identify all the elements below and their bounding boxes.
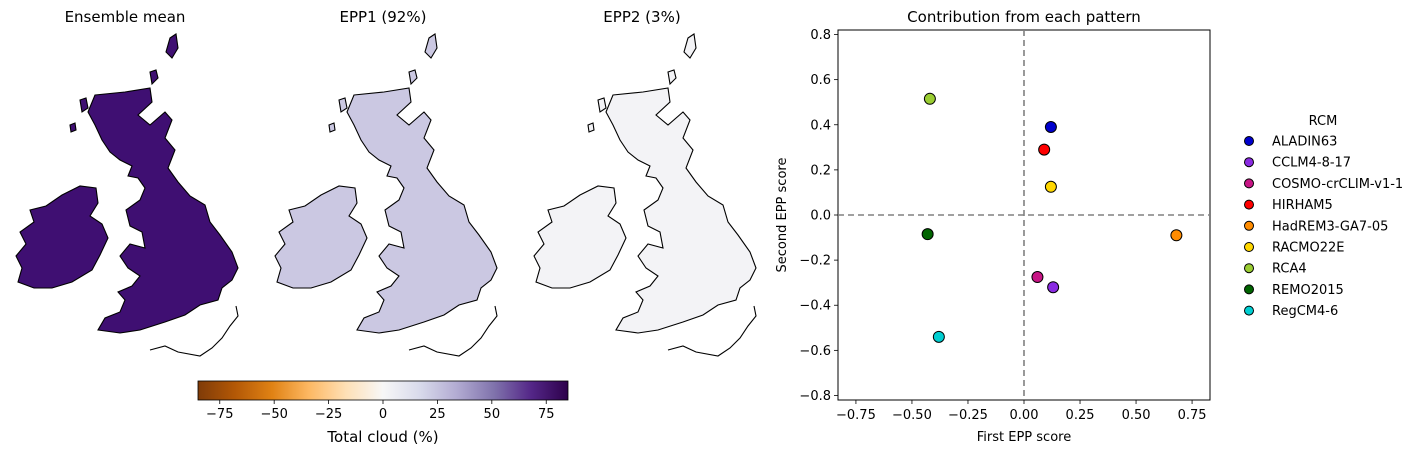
y-tick-label: 0.8 — [810, 28, 831, 43]
colorbar: −75 −50 −25 0 25 50 75 Total cloud (%) — [197, 380, 569, 446]
y-tick-label: 0.4 — [810, 118, 831, 133]
legend-label-hirham5: HIRHAM5 — [1272, 198, 1333, 213]
y-tick-label: −0.8 — [799, 389, 831, 404]
map-panel-ensemble-mean: Ensemble mean — [15, 8, 239, 357]
legend-marker-cosmo-crclim-v1-1 — [1244, 178, 1254, 189]
x-tick-label: 0.25 — [1066, 408, 1095, 423]
scatter-points — [921, 92, 1183, 343]
x-tick-label: −0.50 — [892, 408, 932, 423]
point-cclm4-8-17 — [1047, 281, 1060, 294]
legend-marker-remo2015 — [1244, 284, 1254, 295]
y-tick-label: −0.6 — [799, 344, 831, 359]
point-regcm4-6 — [932, 330, 945, 343]
legend-label-cosmo-crclim-v1-1: COSMO-crCLIM-v1-1 — [1272, 177, 1403, 192]
map-panel-epp2: EPP2 (3%) — [533, 8, 757, 357]
x-axis-ticks: −0.75 −0.50 −0.25 0.00 0.25 0.50 0.75 — [836, 400, 1207, 423]
colorbar-tick-label: −75 — [206, 407, 233, 422]
legend-label-racmo22e: RACMO22E — [1272, 241, 1344, 256]
y-tick-label: −0.4 — [799, 299, 831, 314]
uk-map-epp2 — [533, 33, 757, 357]
legend-label-aladin63: ALADIN63 — [1272, 135, 1337, 150]
colorbar-tick-label: 75 — [538, 407, 555, 422]
y-tick-label: 0.0 — [810, 209, 831, 224]
legend-marker-regcm4-6 — [1244, 305, 1254, 316]
point-cosmo-crclim-v1-1 — [1031, 271, 1044, 284]
chart-title: Contribution from each pattern — [907, 8, 1141, 26]
point-racmo22e — [1044, 180, 1057, 193]
map-title-ensemble-mean: Ensemble mean — [65, 8, 186, 26]
legend-marker-hadrem3-ga7-05 — [1244, 220, 1254, 231]
x-tick-label: −0.25 — [948, 408, 988, 423]
y-tick-label: 0.6 — [810, 73, 831, 88]
point-aladin63 — [1044, 121, 1057, 134]
legend-marker-cclm4-8-17 — [1244, 157, 1254, 168]
legend-marker-hirham5 — [1244, 199, 1254, 210]
y-axis-label: Second EPP score — [775, 158, 790, 273]
colorbar-label: Total cloud (%) — [326, 428, 438, 446]
legend: RCM ALADIN63 CCLM4-8-17 COSMO-crCLIM-v1-1 H… — [1244, 114, 1403, 319]
legend-label-rca4: RCA4 — [1272, 262, 1307, 277]
point-hadrem3-ga7-05 — [1170, 229, 1183, 242]
x-tick-label: −0.75 — [836, 408, 876, 423]
legend-title: RCM — [1309, 114, 1338, 129]
y-tick-label: 0.2 — [810, 163, 831, 178]
point-remo2015 — [921, 228, 934, 241]
map-panel-epp1: EPP1 (92%) — [274, 8, 498, 357]
legend-marker-racmo22e — [1244, 242, 1254, 252]
colorbar-tick-label: 0 — [379, 407, 387, 422]
legend-marker-aladin63 — [1244, 136, 1254, 146]
scatter-chart: Contribution from each pattern −0.75 −0.5… — [775, 8, 1211, 445]
y-tick-label: −0.2 — [799, 254, 831, 269]
colorbar-ticks: −75 −50 −25 0 25 50 75 — [206, 400, 555, 422]
colorbar-tick-label: −50 — [260, 407, 287, 422]
y-axis-ticks: −0.8 −0.6 −0.4 −0.2 0.0 0.2 0.4 0.6 0.8 — [799, 28, 838, 404]
uk-map-ensemble-mean — [15, 33, 239, 357]
uk-map-epp1 — [274, 33, 498, 357]
legend-label-remo2015: REMO2015 — [1272, 283, 1344, 298]
x-tick-label: 0.50 — [1122, 408, 1151, 423]
colorbar-tick-label: 50 — [484, 407, 501, 422]
point-hirham5 — [1038, 143, 1051, 156]
colorbar-tick-label: 25 — [429, 407, 446, 422]
colorbar-tick-label: −25 — [315, 407, 342, 422]
x-axis-label: First EPP score — [977, 430, 1071, 445]
point-rca4 — [923, 92, 936, 105]
legend-label-hadrem3-ga7-05: HadREM3-GA7-05 — [1272, 219, 1388, 234]
legend-label-cclm4-8-17: CCLM4-8-17 — [1272, 156, 1351, 171]
map-title-epp1: EPP1 (92%) — [340, 8, 427, 26]
x-tick-label: 0.00 — [1010, 408, 1039, 423]
legend-label-regcm4-6: RegCM4-6 — [1272, 304, 1338, 319]
colorbar-bar — [197, 380, 569, 401]
map-title-epp2: EPP2 (3%) — [603, 8, 680, 26]
legend-marker-rca4 — [1244, 263, 1254, 274]
x-tick-label: 0.75 — [1178, 408, 1207, 423]
